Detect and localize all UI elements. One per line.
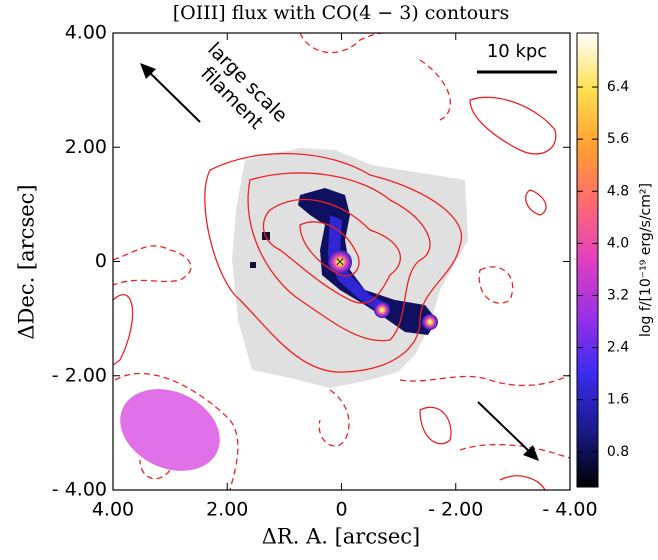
y-tick-label: - 2.00: [52, 364, 107, 386]
colorbar-tick-label: 1.6: [607, 392, 629, 408]
chart: [OIII] flux with CO(4 − 3) contours ×: [0, 0, 658, 556]
colorbar-tick-label: 4.0: [607, 235, 629, 251]
y-axis-label: ΔDec. [arcsec]: [15, 184, 39, 339]
arrow: [147, 70, 200, 122]
arrow: [478, 402, 532, 454]
beam: [107, 374, 233, 487]
y-tick-label: - 4.00: [52, 479, 107, 501]
center-marker: ×: [335, 255, 345, 269]
x-tick-label: - 2.00: [428, 499, 483, 521]
emission-peak: [422, 314, 438, 330]
colorbar-tick-label: 2.4: [607, 340, 629, 356]
colorbar-tick-label: 0.8: [607, 444, 629, 460]
colorbar-tick-label: 4.8: [607, 183, 629, 199]
colorbar-tick-label: 5.6: [607, 131, 629, 147]
y-tick-label: 0: [95, 250, 107, 272]
y-tick-label: 2.00: [65, 136, 107, 158]
emission-peak: [374, 302, 390, 318]
image-layer: ×: [107, 33, 570, 490]
x-tick-label: - 4.00: [542, 499, 597, 521]
emission: [250, 262, 256, 268]
y-tick-label: 4.00: [65, 22, 107, 44]
colorbar-tick-label: 3.2: [607, 287, 629, 303]
chart-title: [OIII] flux with CO(4 − 3) contours: [173, 2, 510, 24]
colorbar-tick-label: 6.4: [607, 79, 629, 95]
x-tick-label: 4.00: [92, 499, 134, 521]
scale-label: 10 kpc: [487, 41, 547, 62]
x-tick-label: 0: [335, 499, 347, 521]
colorbar: [577, 33, 598, 487]
x-tick-label: 2.00: [206, 499, 248, 521]
colorbar-label: log f/[10⁻¹⁹ erg/s/cm²]: [638, 183, 654, 337]
x-axis-label: ΔR. A. [arcsec]: [262, 525, 421, 549]
